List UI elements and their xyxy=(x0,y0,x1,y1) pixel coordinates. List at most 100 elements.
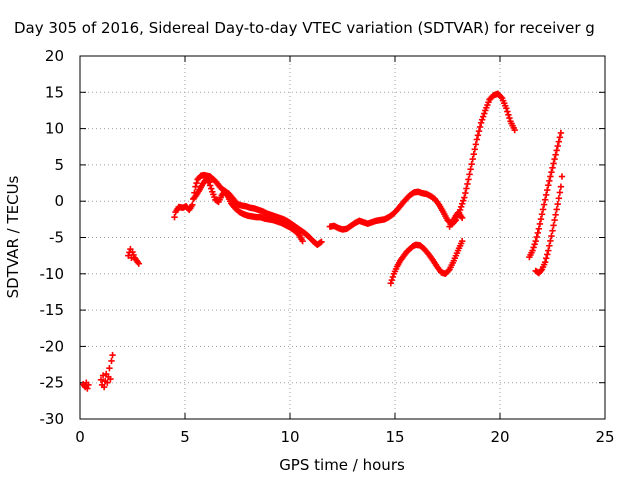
series-0 xyxy=(79,379,92,392)
data-point xyxy=(106,364,113,372)
data-point xyxy=(470,150,477,158)
data-point xyxy=(104,379,111,386)
data-point xyxy=(529,247,536,254)
x-tick-label: 20 xyxy=(490,428,509,446)
data-point xyxy=(533,233,540,241)
chart-title: Day 305 of 2016, Sidereal Day-to-day VTE… xyxy=(14,19,595,37)
y-tick-label: -20 xyxy=(40,337,65,355)
data-point xyxy=(553,206,560,213)
data-point xyxy=(550,222,557,229)
y-tick-label: 5 xyxy=(54,156,64,174)
data-point xyxy=(467,166,474,173)
data-point xyxy=(544,251,551,258)
data-point xyxy=(555,195,562,202)
data-point xyxy=(557,129,565,137)
data-point xyxy=(543,255,550,262)
data-point xyxy=(535,225,543,232)
data-point xyxy=(461,194,468,201)
data-point xyxy=(459,214,466,222)
data-point xyxy=(459,200,466,207)
data-point xyxy=(537,267,545,274)
data-point xyxy=(107,375,114,383)
data-point xyxy=(543,191,550,199)
data-point xyxy=(464,180,471,188)
data-point xyxy=(207,182,214,189)
series-1 xyxy=(97,351,116,391)
data-point xyxy=(556,189,564,196)
data-point xyxy=(538,211,546,218)
data-point xyxy=(462,189,469,197)
data-point xyxy=(548,232,555,240)
data-point xyxy=(558,173,566,180)
data-point xyxy=(546,177,553,185)
data-point xyxy=(85,381,92,389)
data-point xyxy=(97,376,105,383)
data-point xyxy=(473,136,481,143)
data-point xyxy=(541,196,549,203)
data-point xyxy=(554,200,561,208)
y-tick-label: 15 xyxy=(45,83,64,101)
data-point xyxy=(532,237,539,245)
series-8 xyxy=(526,129,565,261)
data-point xyxy=(208,185,215,192)
data-point xyxy=(541,258,549,266)
series-7 xyxy=(387,237,466,287)
y-tick-label: 0 xyxy=(54,192,64,210)
data-point xyxy=(475,127,483,135)
y-tick-label: -15 xyxy=(40,301,65,319)
y-tick-label: -5 xyxy=(49,229,64,247)
data-point xyxy=(457,203,465,211)
x-tick-label: 10 xyxy=(280,428,299,446)
x-tick-label: 25 xyxy=(595,428,614,446)
y-tick-label: -25 xyxy=(40,374,65,392)
data-point xyxy=(389,273,397,281)
y-tick-label: -10 xyxy=(40,265,65,283)
data-point xyxy=(552,211,559,218)
data-point xyxy=(481,110,488,117)
data-point xyxy=(476,123,484,131)
data-point xyxy=(547,237,554,245)
data-point xyxy=(108,357,115,365)
data-point xyxy=(503,105,510,112)
x-axis-label: GPS time / hours xyxy=(279,456,405,474)
data-point xyxy=(109,351,116,359)
data-point xyxy=(537,215,545,223)
data-point xyxy=(536,220,544,228)
data-point xyxy=(556,134,564,141)
data-point xyxy=(554,142,561,150)
data-point xyxy=(135,260,142,267)
y-tick-label: 20 xyxy=(45,47,64,65)
data-point xyxy=(205,179,213,186)
data-point xyxy=(557,183,565,190)
data-point xyxy=(555,138,562,145)
x-tick-label: 15 xyxy=(385,428,404,446)
data-point xyxy=(193,179,200,187)
data-point xyxy=(100,383,108,391)
data-point xyxy=(505,111,512,119)
data-point xyxy=(540,201,548,208)
data-point xyxy=(84,385,91,392)
data-point xyxy=(387,280,394,287)
data-point xyxy=(189,201,196,209)
data-point xyxy=(550,160,557,167)
data-point xyxy=(548,168,555,176)
data-point xyxy=(388,276,396,284)
data-points xyxy=(79,90,566,392)
data-point xyxy=(553,147,560,154)
series-2 xyxy=(125,245,142,267)
tick-labels: 0 5 10 15 20 25 -30 -25 -20 -15 -10 -5 0 5 10 15 20 xyxy=(40,47,615,446)
grid-lines xyxy=(80,56,605,419)
data-point xyxy=(480,113,487,120)
data-point xyxy=(511,126,518,134)
y-tick-label: 10 xyxy=(45,120,64,138)
data-point xyxy=(299,237,306,245)
data-point xyxy=(549,227,556,234)
data-point xyxy=(545,247,552,254)
plot-frame xyxy=(79,55,606,420)
data-point xyxy=(469,155,476,163)
data-point xyxy=(171,213,178,221)
data-point xyxy=(463,185,470,192)
data-point xyxy=(552,151,559,158)
data-point xyxy=(534,229,541,237)
